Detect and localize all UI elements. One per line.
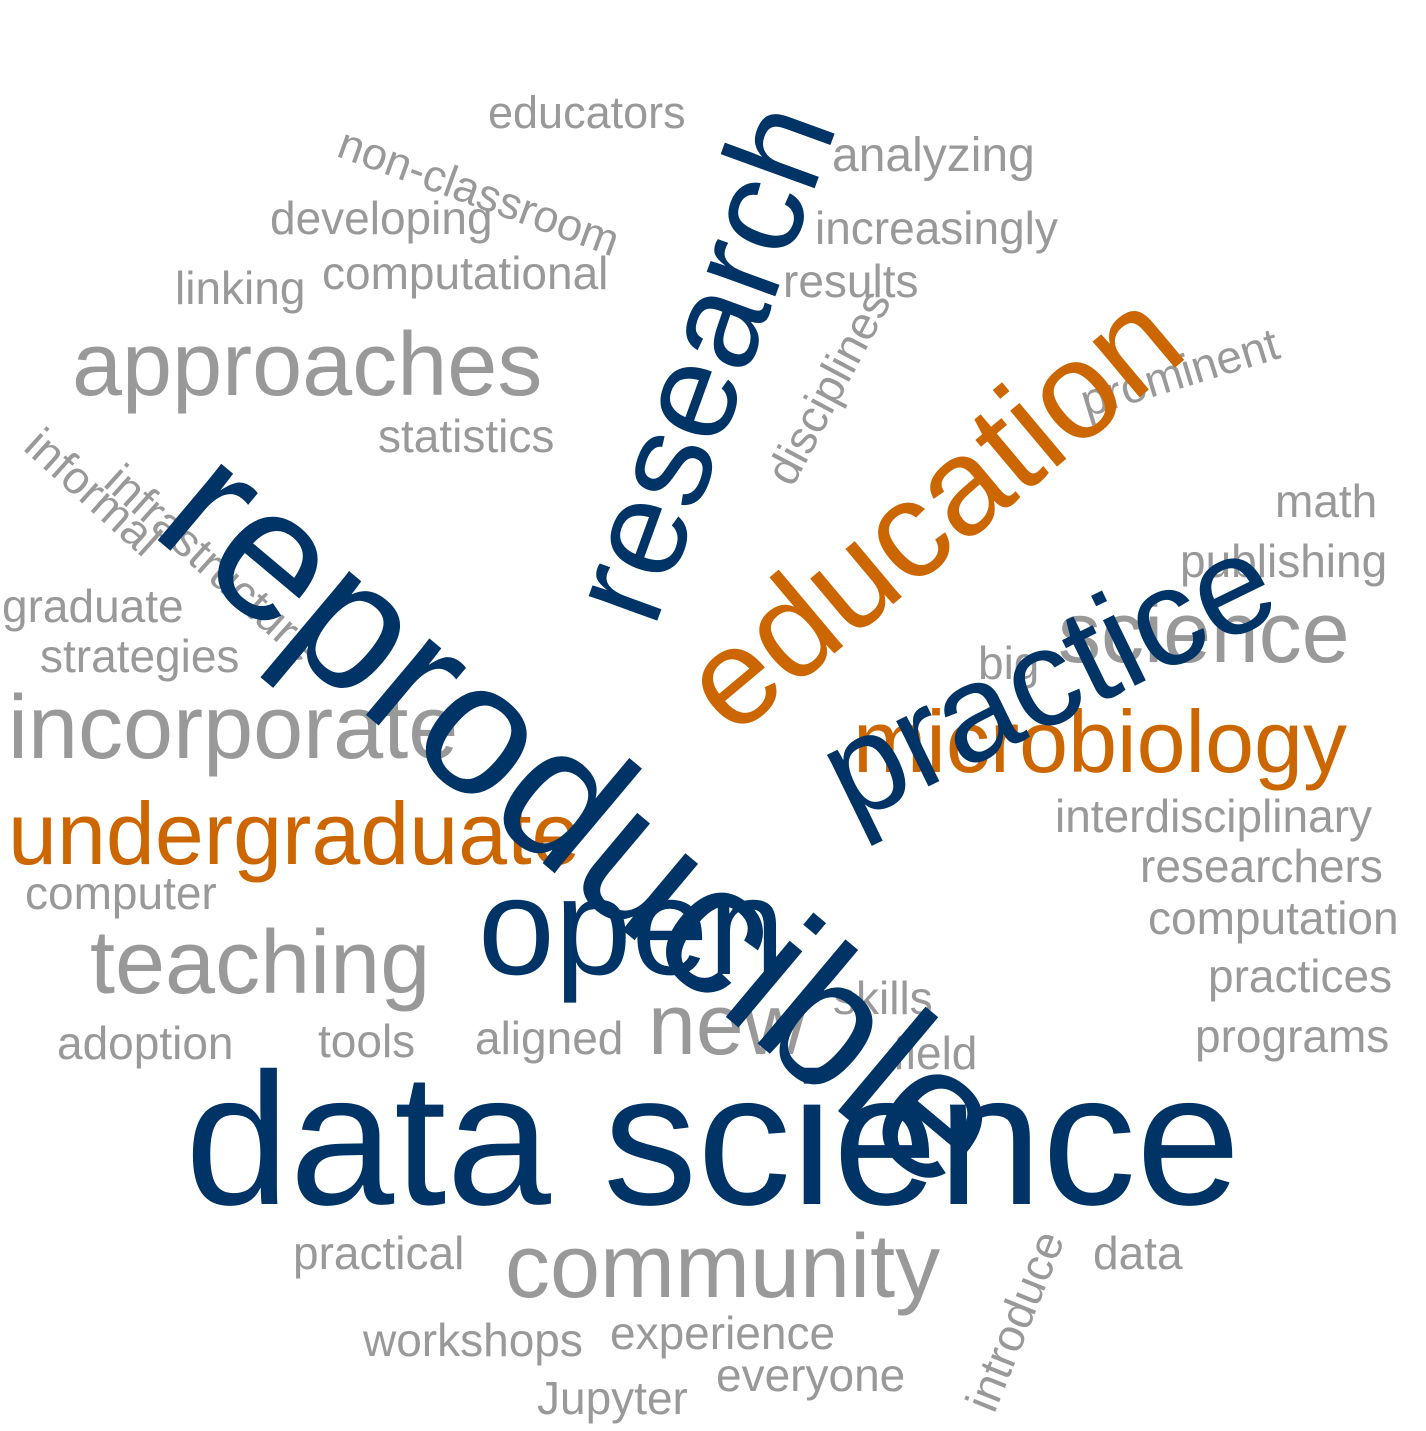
word-computer: computer <box>25 867 217 919</box>
word-introduce: introduce <box>955 1223 1075 1419</box>
word-jupyter: Jupyter <box>537 1372 688 1424</box>
word-educators: educators <box>488 87 686 138</box>
word-analyzing: analyzing <box>832 129 1035 182</box>
word-open: open <box>478 850 785 1004</box>
word-tools: tools <box>318 1015 416 1067</box>
word-practices: practices <box>1208 950 1393 1002</box>
word-aligned: aligned <box>475 1012 624 1064</box>
word-linking: linking <box>175 262 306 314</box>
word-approaches: approaches <box>72 315 543 415</box>
word-science: science <box>1058 585 1350 681</box>
word-incorporate: incorporate <box>8 678 459 778</box>
word-math: math <box>1275 475 1378 527</box>
word-developing: developing <box>270 192 493 244</box>
word-data-science: data science <box>185 1034 1241 1244</box>
word-teaching: teaching <box>90 913 431 1013</box>
word-microbiology: microbiology <box>853 692 1347 791</box>
word-new: new <box>648 977 806 1073</box>
word-computational: computational <box>322 247 609 299</box>
word-interdisciplinary: interdisciplinary <box>1055 790 1373 842</box>
word-increasingly: increasingly <box>815 202 1058 254</box>
word-big: big <box>978 637 1040 689</box>
word-practical: practical <box>293 1227 465 1279</box>
word-publishing: publishing <box>1180 535 1388 587</box>
word-graduate: graduate <box>2 580 184 632</box>
word-field: field <box>893 1027 978 1079</box>
word-researchers: researchers <box>1140 840 1383 892</box>
word-programs: programs <box>1195 1010 1390 1062</box>
word-results: results <box>783 255 919 307</box>
word-adoption: adoption <box>57 1017 234 1069</box>
word-workshops: workshops <box>363 1314 583 1366</box>
word-skills: skills <box>833 972 933 1024</box>
word-strategies: strategies <box>40 630 240 682</box>
word-statistics: statistics <box>378 410 555 462</box>
word-everyone: everyone <box>716 1349 906 1401</box>
word-community: community <box>505 1217 941 1317</box>
word-undergraduate: undergraduate <box>8 784 581 883</box>
word-experience: experience <box>610 1307 836 1359</box>
word-computation: computation <box>1148 892 1399 944</box>
word-data: data <box>1093 1227 1183 1279</box>
